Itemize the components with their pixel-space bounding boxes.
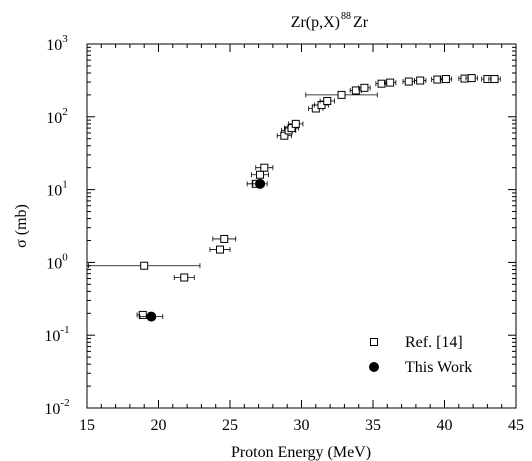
plot-area-frame	[86, 43, 517, 409]
y-tick-label: 100	[46, 251, 68, 272]
chart-title-suffix: Zr	[353, 14, 369, 31]
series-this-work	[139, 178, 268, 322]
marker-data-point	[317, 101, 326, 110]
marker-data-point	[433, 75, 442, 84]
marker-data-point	[377, 79, 386, 88]
marker-data-point	[337, 90, 346, 99]
legend-label: Ref. [14]	[405, 334, 463, 351]
marker-data-point	[180, 273, 189, 282]
series-ref-14	[88, 74, 501, 319]
y-axis-label: σ (mb)	[13, 204, 30, 248]
marker-data-point	[360, 83, 369, 92]
marker-data-point	[146, 311, 157, 322]
y-tick-label: 10-2	[44, 397, 69, 418]
marker-data-point	[490, 75, 499, 84]
marker-legend-swatch	[370, 338, 378, 346]
x-axis-label: Proton Energy (MeV)	[231, 444, 371, 461]
marker-legend-swatch	[369, 362, 379, 372]
chart-title-text: Zr(p,X)	[291, 14, 340, 31]
x-tick-label: 15	[79, 417, 95, 434]
x-tick-label: 40	[437, 417, 453, 434]
marker-data-point	[220, 234, 229, 243]
legend: Ref. [14] This Work	[369, 334, 472, 376]
marker-data-point	[441, 75, 450, 84]
x-tick-label: 30	[294, 417, 310, 434]
marker-data-point	[404, 77, 413, 86]
x-tick-label: 45	[508, 417, 524, 434]
x-tick-label: 35	[365, 417, 381, 434]
marker-data-point	[140, 261, 149, 270]
chart-title-superscript: 88	[341, 11, 351, 22]
marker-data-point	[460, 74, 469, 83]
legend-label: This Work	[405, 359, 472, 376]
data-series-layer	[88, 74, 501, 322]
x-tick-label: 25	[222, 417, 238, 434]
marker-data-point	[416, 76, 425, 85]
marker-data-point	[386, 78, 395, 87]
marker-data-point	[323, 96, 332, 105]
marker-data-point	[255, 178, 266, 189]
marker-data-point	[291, 119, 300, 128]
marker-data-point	[351, 86, 360, 95]
marker-data-point	[138, 310, 147, 319]
y-tick-label: 10-1	[44, 324, 69, 345]
chart-title: Zr(p,X) 88 Zr	[291, 11, 369, 31]
y-tick-label: 101	[46, 179, 68, 200]
y-tick-label: 102	[46, 106, 68, 127]
y-tick-label: 103	[46, 33, 68, 54]
y-axis: 10-2 10-1 100 101 102 103	[44, 33, 516, 418]
marker-data-point	[467, 74, 476, 83]
x-axis: 15 20 25 30 35 40 45	[79, 44, 524, 434]
marker-data-point	[287, 124, 296, 133]
x-tick-label: 20	[151, 417, 167, 434]
marker-data-point	[215, 245, 224, 254]
marker-data-point	[256, 170, 265, 179]
marker-data-point	[280, 131, 289, 140]
marker-data-point	[260, 163, 269, 172]
